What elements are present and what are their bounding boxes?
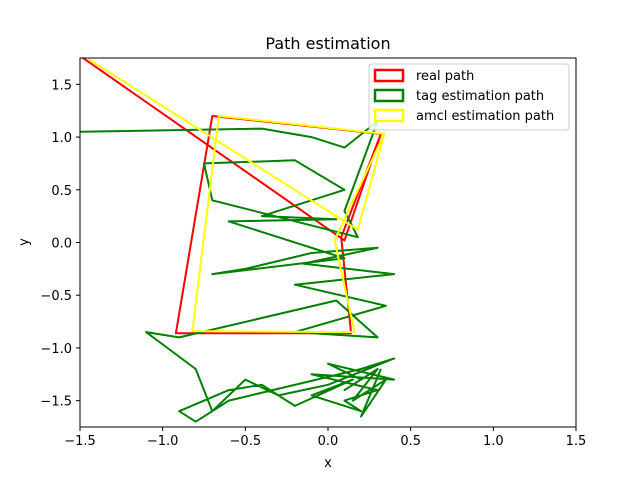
y-tick-label: 0.0 (51, 237, 72, 252)
y-axis-ticks: −1.5 −1.0 −0.5 0.0 0.5 1.0 1.5 (40, 78, 80, 410)
legend-items: real path tag estimation path amcl estimat… (373, 68, 554, 124)
series-line-3 (87, 58, 386, 334)
legend-box (368, 63, 570, 131)
x-tick-label: 0.5 (400, 434, 421, 449)
series-line-1 (81, 58, 382, 335)
legend-label: tag estimation path (416, 89, 544, 104)
plot-lines (80, 58, 396, 423)
x-axis-ticks: −1.5 −1.0 −0.5 0.0 0.5 1.0 1.5 (64, 427, 586, 449)
x-tick-label: −1.5 (64, 434, 96, 449)
y-tick-label: 1.0 (51, 131, 72, 146)
legend-swatch (373, 108, 405, 123)
y-tick-label: 1.5 (51, 78, 72, 93)
legend-swatch (373, 68, 405, 83)
legend-swatch (373, 88, 405, 103)
y-axis-label: y (17, 238, 32, 246)
x-tick-label: −0.5 (230, 434, 262, 449)
x-axis-label: x (324, 456, 332, 471)
x-tick-label: −1.0 (147, 434, 179, 449)
x-tick-label: 1.0 (483, 434, 504, 449)
y-tick-label: 0.5 (51, 184, 72, 199)
legend-label: real path (416, 69, 474, 84)
y-tick-label: −1.5 (40, 395, 72, 410)
chart-title: Path estimation (265, 34, 390, 53)
y-tick-label: −1.0 (40, 342, 72, 357)
x-tick-label: 0.0 (318, 434, 339, 449)
legend: real path tag estimation path amcl estimat… (368, 63, 570, 131)
series-line-2 (80, 120, 396, 423)
legend-label: amcl estimation path (416, 109, 554, 124)
y-tick-label: −0.5 (40, 289, 72, 304)
x-tick-label: 1.5 (566, 434, 587, 449)
